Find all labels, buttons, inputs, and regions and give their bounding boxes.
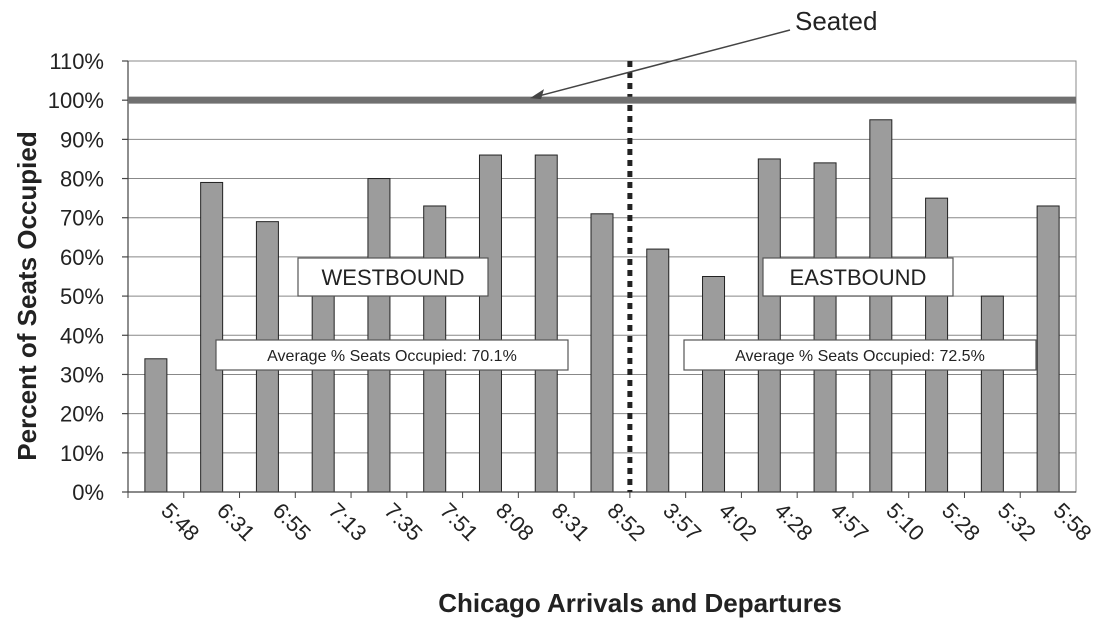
y-tick-label: 30% [60,362,104,387]
x-tick-label: 5:48 [156,498,204,546]
east-average-label-box [683,339,1037,371]
west-average-label: Average % Seats Occupied: 70.1% [267,348,517,365]
y-tick-label: 20% [60,402,104,427]
westbound-label: WESTBOUND [322,265,465,290]
bar [590,213,614,493]
y-tick-label: 70% [60,206,104,231]
y-tick-label: 60% [60,245,104,270]
y-axis-label: Percent of Seats Occupied [12,131,42,460]
y-tick-label: 0% [72,480,104,505]
seated-arrow-line [537,29,791,97]
bars [144,119,1060,493]
bar [702,276,726,493]
x-tick-label: 5:28 [937,498,985,546]
x-tick-label: 6:55 [268,498,316,546]
x-axis-label: Chicago Arrivals and Departures [438,588,842,618]
x-tick-label: 7:51 [435,498,483,546]
bar [646,248,670,493]
bar [478,154,502,493]
westbound-label-box [297,257,489,297]
x-tick-label: 5:32 [993,498,1041,546]
eastbound-label: EASTBOUND [790,265,927,290]
bar [980,295,1004,493]
bar [144,358,168,493]
x-tick-label: 4:57 [826,498,874,546]
axes [122,60,1076,498]
x-tick-label: 5:58 [1049,498,1097,546]
bar [367,178,391,493]
x-tick-label: 3:57 [658,498,706,546]
x-tick-label: 7:35 [379,498,427,546]
annotations: WESTBOUND EASTBOUND Average % Seats Occupi… [215,257,1037,371]
x-tick-label: 7:13 [324,498,372,546]
eastbound-label-box [762,257,954,297]
x-tick-label: 8:31 [547,498,595,546]
y-tick-label: 40% [60,323,104,348]
x-tick-label: 4:02 [714,498,762,546]
bar [200,181,224,493]
seated-arrow-head [530,89,544,100]
east-average-label: Average % Seats Occupied: 72.5% [735,348,985,365]
reference-line-group: Seated [128,6,1076,492]
bar [311,291,335,493]
west-average-label-box [215,339,569,371]
y-tick-label: 90% [60,127,104,152]
y-tick-label: 80% [60,167,104,192]
x-tick-label: 8:08 [491,498,539,546]
bar [757,158,781,493]
x-tick-label: 8:52 [602,498,650,546]
x-tick-label: 5:10 [881,498,929,546]
bar [1036,205,1060,493]
seated-label: Seated [795,6,877,36]
x-tick-label: 6:31 [212,498,260,546]
y-tick-label: 100% [48,88,104,113]
y-tick-label: 50% [60,284,104,309]
bar [534,154,558,493]
y-tick-label: 110% [49,49,104,74]
y-tick-label: 10% [60,441,104,466]
bar [869,119,893,493]
x-tick-label: 4:28 [770,498,818,546]
bar [813,162,837,493]
